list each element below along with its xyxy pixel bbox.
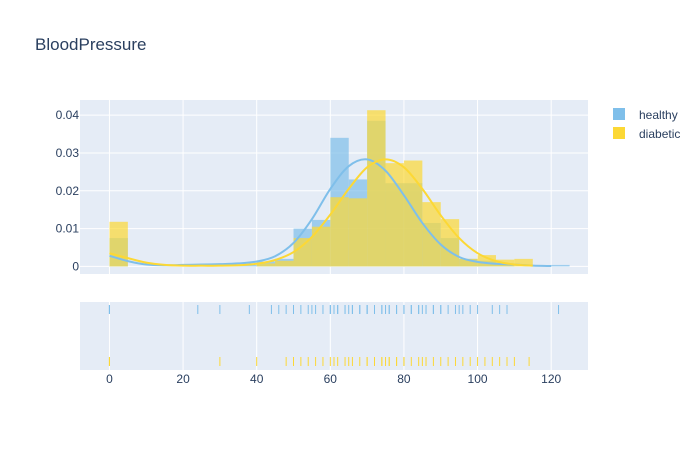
x-tick-labels: 0 20 40 60 80 100 120 [106,372,561,386]
x-tick-label: 20 [176,372,190,386]
legend-item-diabetic[interactable]: diabetic [613,127,680,141]
x-tick-label: 100 [468,372,488,386]
y-tick-label: 0.01 [56,222,80,236]
legend-label-diabetic: diabetic [639,127,680,141]
legend[interactable]: healthy diabetic [613,108,680,141]
x-tick-label: 120 [541,372,561,386]
histogram-bar-diabetic [330,197,349,267]
histogram-bar-diabetic [514,258,533,267]
x-tick-label: 60 [324,372,338,386]
histogram-bar-diabetic [367,110,386,267]
kde-curve-diabetic [109,158,533,267]
chart-title: BloodPressure [35,35,147,54]
y-tick-labels: 0 0.01 0.02 0.03 0.04 [56,108,80,273]
legend-swatch-diabetic [613,127,625,139]
histogram-bar-diabetic [477,255,496,267]
kde-curves [109,158,552,268]
histogram-bar-diabetic [403,160,423,267]
rug-plot-area: 0 20 40 60 80 100 120 [80,302,588,386]
y-tick-label: 0.03 [56,146,80,160]
x-tick-label: 40 [250,372,264,386]
x-tick-label: 0 [106,372,113,386]
legend-item-healthy[interactable]: healthy [613,108,678,122]
histogram-bar-healthy [551,264,570,267]
histogram-bar-diabetic [256,263,276,267]
y-tick-label: 0 [72,259,79,273]
y-tick-label: 0.02 [56,184,80,198]
rug-marks [108,305,560,366]
histogram-bar-diabetic [293,238,312,267]
histogram-bar-diabetic [311,226,331,267]
y-tick-label: 0.04 [56,108,80,122]
histogram-bar-diabetic [348,198,368,267]
histogram-bar-diabetic [459,258,478,267]
histogram-plot-area: 0 0.01 0.02 0.03 0.04 [56,100,588,274]
legend-label-healthy: healthy [639,108,678,122]
x-tick-label: 80 [397,372,411,386]
histogram-bar-diabetic [385,163,404,267]
histogram-bar-diabetic [275,260,294,267]
legend-swatch-healthy [613,108,625,120]
